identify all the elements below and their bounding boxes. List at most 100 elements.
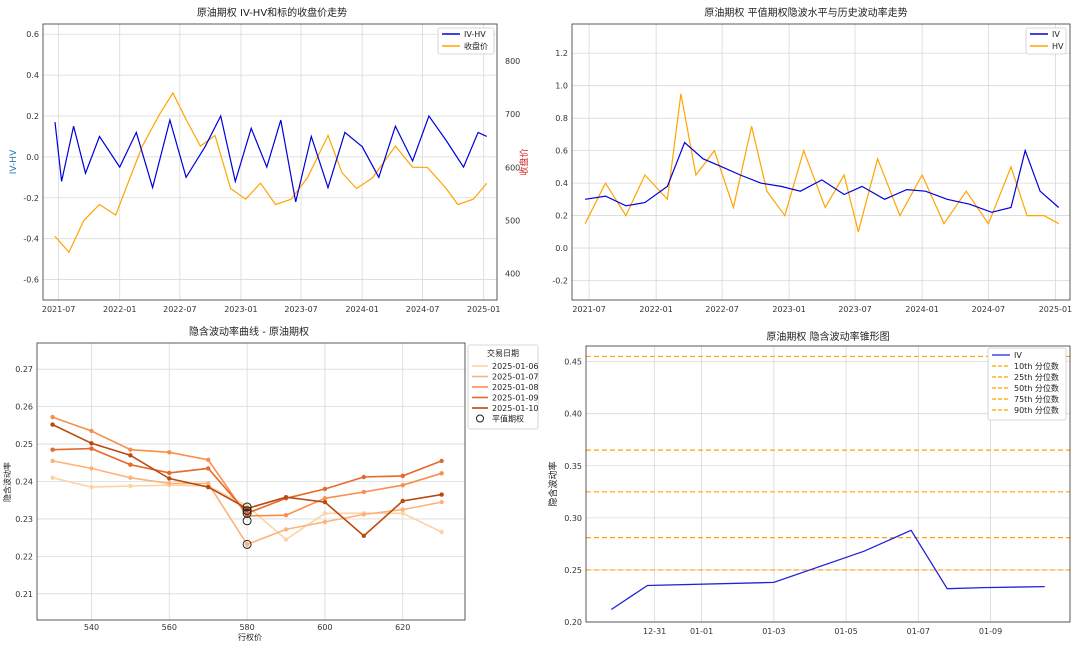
chart3-series-point [322,519,328,525]
chart3-series-point [439,458,444,464]
chart3-series-point [167,476,172,481]
chart4-ticks: 12-31 01-01 01-03 01-05 01-07 01-09 0.20 0.25 0.… [564,358,1002,636]
chart3-legend-title: 交易日期 [487,348,519,358]
chart3-series-point [322,496,328,501]
chart1-ytick-left-label: 0.4 [26,71,39,80]
chart4-xtick-label: 12-31 [643,627,666,636]
chart3-series-point [50,475,55,480]
chart1-xtick-label: 2021-07 [42,305,75,314]
chart3-series-point [89,428,94,434]
chart3-series-point [50,458,55,464]
chart2-ytick-label: -0.2 [552,277,568,286]
chart3-legend-atm-label: 平值期权 [492,414,524,424]
chart3-ylabel: 隐含波动率 [2,462,12,502]
chart3-marks [50,414,444,549]
chart4-ylabel: 隐含波动率 [547,461,559,506]
chart4-ytick-label: 0.20 [564,618,582,627]
chart2-ytick-label: 0.4 [555,179,568,188]
chart1-ytick-left-label: -0.6 [23,276,39,285]
chart4-title: 原油期权 隐含波动率锥形图 [766,330,889,343]
chart1-frame [42,23,498,301]
chart4-ytick-label: 0.35 [564,462,582,471]
chart3-xlabel: 行权价 [238,632,262,642]
chart3-title: 隐含波动率曲线 - 原油期权 [189,325,309,338]
chart3-series-point [400,511,405,516]
chart2-ytick-label: 0.2 [555,212,568,221]
chart3-series-point [89,484,94,490]
chart3-atm-marker [242,508,252,518]
chart3-series-point [128,483,133,489]
chart2-xtick-label: 2024-01 [905,305,938,314]
chart2-legend: IV HV [1025,27,1067,55]
chart1-ytick-left-label: 0.2 [26,112,39,121]
chart3-legend-label: 2025-01-10 [492,404,539,413]
chart4-marks [586,355,1070,611]
chart3-series-point [439,492,444,497]
chart3-series-point [283,527,289,532]
chart3-series-point [167,470,172,476]
chart3-xtick-label: 600 [317,623,332,632]
chart1-ylabel-right: 收盘价 [518,148,530,175]
chart2-xtick-label: 2025-01 [1039,305,1072,314]
chart3-series-point [89,446,94,451]
chart1-xtick-label: 2022-07 [163,305,196,314]
chart3-legend-atm-marker [476,414,484,423]
chart1-grid [43,24,497,300]
chart3-series-point [50,447,55,452]
chart2-ytick-label: 1.2 [555,49,568,58]
chart4-ytick-label: 0.45 [564,358,582,367]
chart4-ytick-label: 0.25 [564,566,582,575]
chart3-series-point [283,495,289,500]
chart4-xtick-label: 01-05 [834,627,857,636]
chart1-xtick-label: 2023-07 [284,305,317,314]
chart3-series-point [439,529,444,535]
chart1-xtick-label: 2024-07 [406,305,439,314]
chart1-ytick-right-label: 400 [505,269,520,278]
chart3-ytick-label: 0.23 [15,515,33,524]
chart4-xtick-label: 01-03 [762,627,785,636]
chart3-ytick-label: 0.21 [15,590,33,599]
chart4-legend-label: 75th 分位数 [1014,394,1059,404]
chart2-legend-label-iv: IV [1052,30,1060,39]
chart4-legend-label: IV [1014,351,1022,360]
chart1-ylabel-left: IV-HV [9,149,19,174]
chart3-atm-marker [242,502,252,512]
chart2-series-iv [585,141,1060,213]
chart3-ytick-label: 0.27 [15,365,33,374]
chart2-frame [571,23,1071,301]
chart3-series-point [89,466,94,471]
chart1-ytick-left-label: -0.4 [23,235,39,244]
chart4-legend-label: 50th 分位数 [1014,383,1059,393]
chart2-ytick-label: 1.0 [555,82,568,91]
chart3-legend-label: 2025-01-09 [492,394,539,403]
chart3-series-point [400,483,405,488]
chart1-marks [54,91,488,254]
chart4-legend-label: 90th 分位数 [1014,405,1059,415]
chart1-series-iv-hv [54,114,487,203]
chart3-series-point [128,447,133,452]
chart4-xtick-label: 01-01 [690,627,713,636]
chart1-ytick-left-label: 0.0 [26,153,39,162]
chart3-ytick-label: 0.24 [15,478,33,487]
chart2-xtick-label: 2023-01 [772,305,805,314]
chart3-series-point [439,471,444,476]
chart3-legend-label: 2025-01-08 [492,383,539,392]
chart3-series-point [361,489,367,495]
chart1-legend-label-iv-hv: IV-HV [464,30,486,39]
chart4-ytick-label: 0.40 [564,410,582,419]
chart3-series-point [322,499,328,505]
chart1-ytick-right-label: 700 [505,110,520,119]
chart-iv-cone: 原油期权 隐含波动率锥形图 12-31 01-01 01-03 01-05 01-07 0… [547,330,1071,636]
chart-iv-smile: 隐含波动率曲线 - 原油期权 540 560 580 600 620 0.21 0.22 0.… [2,325,539,642]
chart4-frame [585,345,1071,623]
chart3-legend-label: 2025-01-07 [492,373,539,382]
chart3-series-point [283,512,289,518]
chart3-xtick-label: 620 [395,623,410,632]
chart3-xtick-label: 580 [239,623,254,632]
chart3-series-point [361,533,367,538]
chart2-xtick-label: 2022-07 [705,305,738,314]
chart1-xtick-label: 2023-01 [224,305,257,314]
